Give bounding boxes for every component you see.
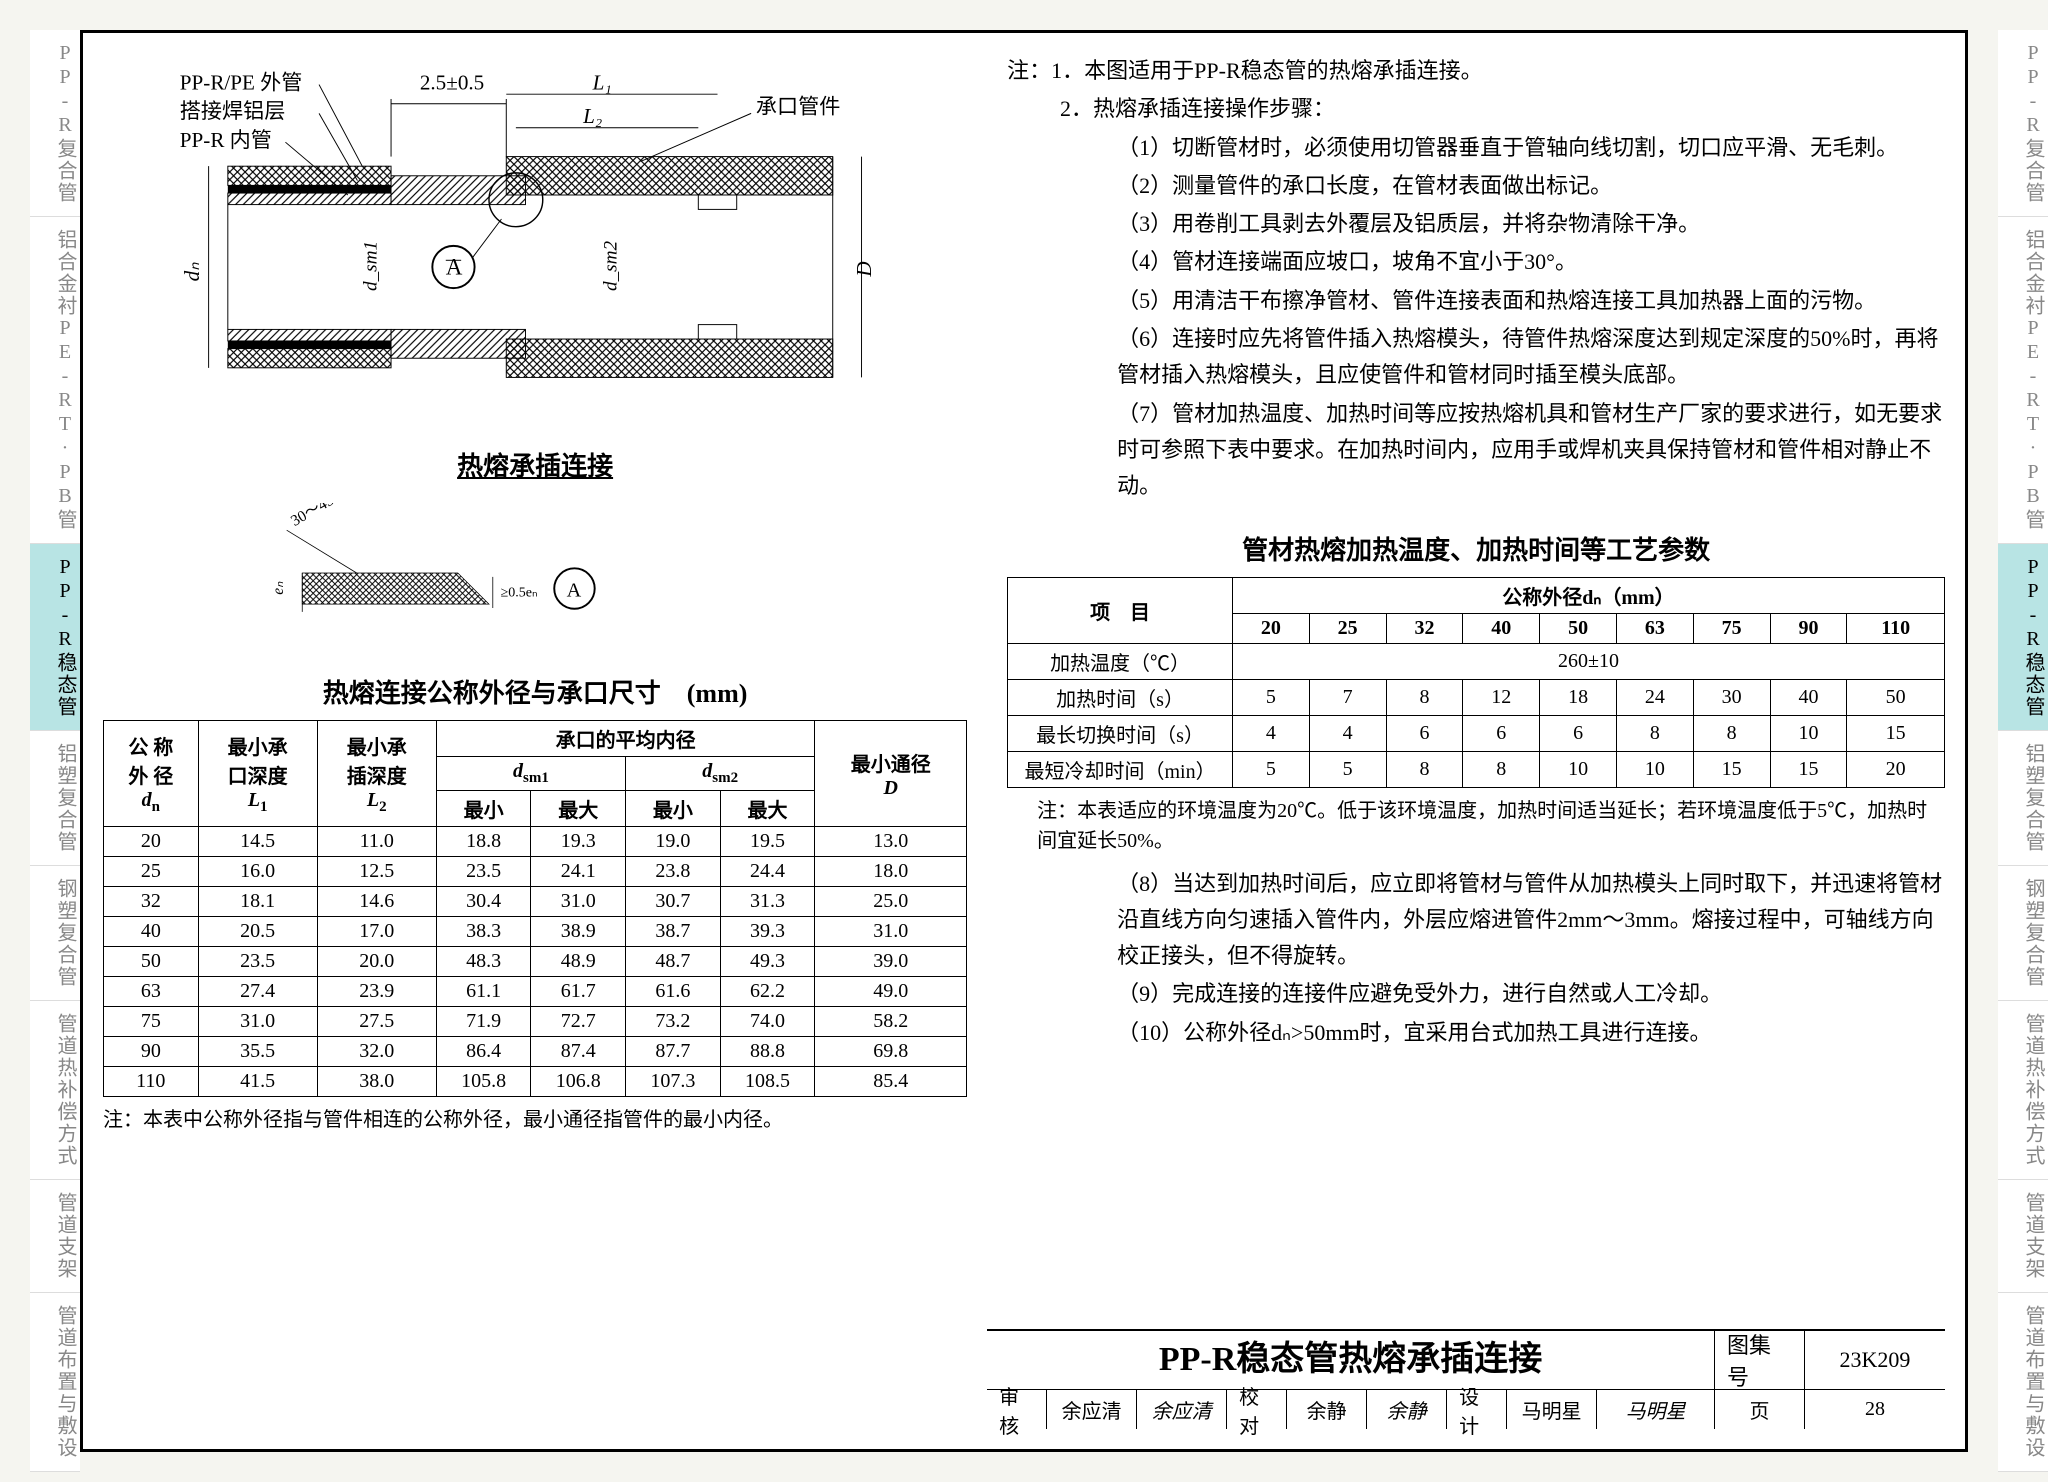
- table2-footnote: 注：本表适应的环境温度为20℃。低于该环境温度，加热时间适当延长；若环境温度低于…: [1007, 796, 1945, 856]
- title-block: PP-R稳态管热熔承插连接 图集号 23K209 审核 余应清 余应清 校对 余…: [987, 1329, 1945, 1429]
- review-name: 余应清: [1047, 1390, 1137, 1429]
- note-1: 注：1．本图适用于PP-R稳态管的热熔承插连接。: [1007, 53, 1945, 89]
- note-2: 2．热熔承插连接操作步骤：: [1007, 91, 1945, 127]
- tab-3[interactable]: 铝塑复合管: [30, 731, 80, 866]
- note-step: （3）用卷削工具剥去外覆层及铝质层，并将杂物清除干净。: [1117, 206, 1945, 242]
- table-row: 11041.538.0105.8106.8107.3108.585.4: [104, 1067, 967, 1097]
- svg-text:d_sm2: d_sm2: [601, 240, 622, 291]
- table-row: 加热温度（℃）260±10: [1008, 643, 1945, 679]
- notes-continued: （8）当达到加热时间后，应立即将管材与管件从加热模头上同时取下，并迅速将管材沿直…: [1007, 866, 1945, 1051]
- table-row: 4020.517.038.338.938.739.331.0: [104, 917, 967, 947]
- side-tabs-left: PP-R复合管 铝合金衬PE-RT·PB管 PP-R稳态管 铝塑复合管 钢塑复合…: [30, 30, 80, 1452]
- atlas-number: 23K209: [1805, 1331, 1945, 1389]
- tab-r7[interactable]: 管道布置与敷设: [1998, 1293, 2048, 1472]
- lbl-weld: 搭接焊铝层: [180, 99, 286, 123]
- note-step: （8）当达到加热时间后，应立即将管材与管件从加热模头上同时取下，并迅速将管材沿直…: [1117, 866, 1945, 975]
- svg-text:30～45°: 30～45°: [288, 503, 342, 530]
- tab-7[interactable]: 管道布置与敷设: [30, 1293, 80, 1472]
- page-number: 28: [1805, 1390, 1945, 1429]
- tab-6[interactable]: 管道支架: [30, 1180, 80, 1293]
- design-sig: 马明星: [1597, 1390, 1715, 1429]
- tab-r1[interactable]: 铝合金衬PE-RT·PB管: [1998, 217, 2048, 544]
- note-step: （7）管材加热温度、加热时间等应按热熔机具和管材生产厂家的要求进行，如无要求时可…: [1117, 396, 1945, 505]
- tab-r5[interactable]: 管道热补偿方式: [1998, 1001, 2048, 1180]
- tab-r4[interactable]: 钢塑复合管: [1998, 866, 2048, 1001]
- lbl-inner: PP-R 内管: [180, 128, 272, 152]
- table-row: 最短冷却时间（min）55881010151520: [1008, 751, 1945, 787]
- tab-r0[interactable]: PP-R复合管: [1998, 30, 2048, 217]
- table-row: 5023.520.048.348.948.749.339.0: [104, 947, 967, 977]
- tab-r6[interactable]: 管道支架: [1998, 1180, 2048, 1293]
- table-row: 2516.012.523.524.123.824.418.0: [104, 857, 967, 887]
- side-tabs-right: PP-R复合管 铝合金衬PE-RT·PB管 PP-R稳态管 铝塑复合管 钢塑复合…: [1998, 30, 2048, 1452]
- right-column: 注：1．本图适用于PP-R稳态管的热熔承插连接。 2．热熔承插连接操作步骤： （…: [987, 53, 1945, 1429]
- detail-a: 30～45° eₙ ≥0.5eₙ A: [183, 503, 701, 643]
- t1-h-D: 最小通径D: [815, 721, 967, 827]
- table-row: 最长切换时间（s）44666881015: [1008, 715, 1945, 751]
- svg-text:eₙ: eₙ: [270, 581, 287, 595]
- tab-2[interactable]: PP-R稳态管: [30, 544, 80, 731]
- tab-r2[interactable]: PP-R稳态管: [1998, 544, 2048, 731]
- lbl-fitting: 承口管件: [756, 94, 840, 118]
- review-sig: 余应清: [1137, 1390, 1227, 1429]
- design-label: 设计: [1447, 1390, 1507, 1429]
- page-label: 页: [1715, 1390, 1805, 1429]
- note-step: （4）管材连接端面应坡口，坡角不宜小于30°。: [1117, 244, 1945, 280]
- note-step: （10）公称外径dₙ>50mm时，宜采用台式加热工具进行连接。: [1117, 1015, 1945, 1051]
- table1-title: 热熔连接公称外径与承口尺寸 (mm): [103, 673, 967, 710]
- lbl-outer: PP-R/PE 外管: [180, 70, 303, 94]
- note-step: （1）切断管材时，必须使用切管器垂直于管轴向线切割，切口应平滑、无毛刺。: [1117, 130, 1945, 166]
- tab-4[interactable]: 钢塑复合管: [30, 866, 80, 1001]
- t1-h-dsm2: dsm2: [626, 757, 815, 791]
- check-name: 余静: [1287, 1390, 1367, 1429]
- t1-h-L1: 最小承口深度L1: [198, 721, 317, 827]
- table-row: 6327.423.961.161.761.662.249.0: [104, 977, 967, 1007]
- table-row: 加热时间（s）578121824304050: [1008, 679, 1945, 715]
- note-step: （9）完成连接的连接件应避免受外力，进行自然或人工冷却。: [1117, 976, 1945, 1012]
- diagram-title: 热熔承插连接: [103, 446, 967, 483]
- t1-h-L2: 最小承插深度L2: [317, 721, 436, 827]
- drawing-title: PP-R稳态管热熔承插连接: [987, 1331, 1715, 1389]
- notes: 注：1．本图适用于PP-R稳态管的热熔承插连接。 2．热熔承插连接操作步骤： （…: [1007, 53, 1945, 505]
- svg-text:L₁: L₁: [592, 70, 612, 94]
- svg-text:L₂: L₂: [582, 104, 602, 128]
- note-step: （6）连接时应先将管件插入热熔模头，待管件热熔深度达到规定深度的50%时，再将管…: [1117, 321, 1945, 394]
- design-name: 马明星: [1507, 1390, 1597, 1429]
- t1-h-dn: 公 称外 径dn: [104, 721, 199, 827]
- t1-h-dsm1: dsm1: [436, 757, 625, 791]
- svg-text:D: D: [852, 261, 876, 277]
- table1: 公 称外 径dn 最小承口深度L1 最小承插深度L2 承口的平均内径 最小通径D…: [103, 720, 967, 1097]
- svg-text:dₙ: dₙ: [180, 262, 204, 282]
- table2-title: 管材热熔加热温度、加热时间等工艺参数: [1007, 530, 1945, 567]
- left-column: PP-R/PE 外管 搭接焊铝层 PP-R 内管 承口管件 2.5±0.5 L₁…: [103, 53, 987, 1429]
- table-row: 2014.511.018.819.319.019.513.0: [104, 827, 967, 857]
- table2: 项 目 公称外径dₙ（mm） 2025324050637590110 加热温度（…: [1007, 577, 1945, 788]
- table1-footnote: 注：本表中公称外径指与管件相连的公称外径，最小通径指管件的最小内径。: [103, 1105, 967, 1135]
- atlas-label: 图集号: [1715, 1331, 1805, 1389]
- fusion-diagram: PP-R/PE 外管 搭接焊铝层 PP-R 内管 承口管件 2.5±0.5 L₁…: [103, 53, 967, 433]
- note-step: （5）用清洁干布擦净管材、管件连接表面和热熔连接工具加热器上面的污物。: [1117, 283, 1945, 319]
- table-row: 9035.532.086.487.487.788.869.8: [104, 1037, 967, 1067]
- t1-h-avg: 承口的平均内径: [436, 721, 815, 757]
- svg-text:A: A: [446, 254, 463, 280]
- t2-h-dia: 公称外径dₙ（mm）: [1232, 577, 1944, 613]
- lbl-tol: 2.5±0.5: [420, 70, 484, 94]
- svg-text:d_sm1: d_sm1: [361, 241, 382, 291]
- check-label: 校对: [1227, 1390, 1287, 1429]
- check-sig: 余静: [1367, 1390, 1447, 1429]
- tab-5[interactable]: 管道热补偿方式: [30, 1001, 80, 1180]
- tab-1[interactable]: 铝合金衬PE-RT·PB管: [30, 217, 80, 544]
- table-row: 3218.114.630.431.030.731.325.0: [104, 887, 967, 917]
- tab-0[interactable]: PP-R复合管: [30, 30, 80, 217]
- table-row: 7531.027.571.972.773.274.058.2: [104, 1007, 967, 1037]
- tab-r3[interactable]: 铝塑复合管: [1998, 731, 2048, 866]
- svg-text:A: A: [567, 579, 582, 601]
- t2-h-item: 项 目: [1008, 577, 1233, 643]
- svg-text:≥0.5eₙ: ≥0.5eₙ: [501, 585, 538, 600]
- note-step: （2）测量管件的承口长度，在管材表面做出标记。: [1117, 168, 1945, 204]
- review-label: 审核: [987, 1390, 1047, 1429]
- page-frame: PP-R/PE 外管 搭接焊铝层 PP-R 内管 承口管件 2.5±0.5 L₁…: [80, 30, 1968, 1452]
